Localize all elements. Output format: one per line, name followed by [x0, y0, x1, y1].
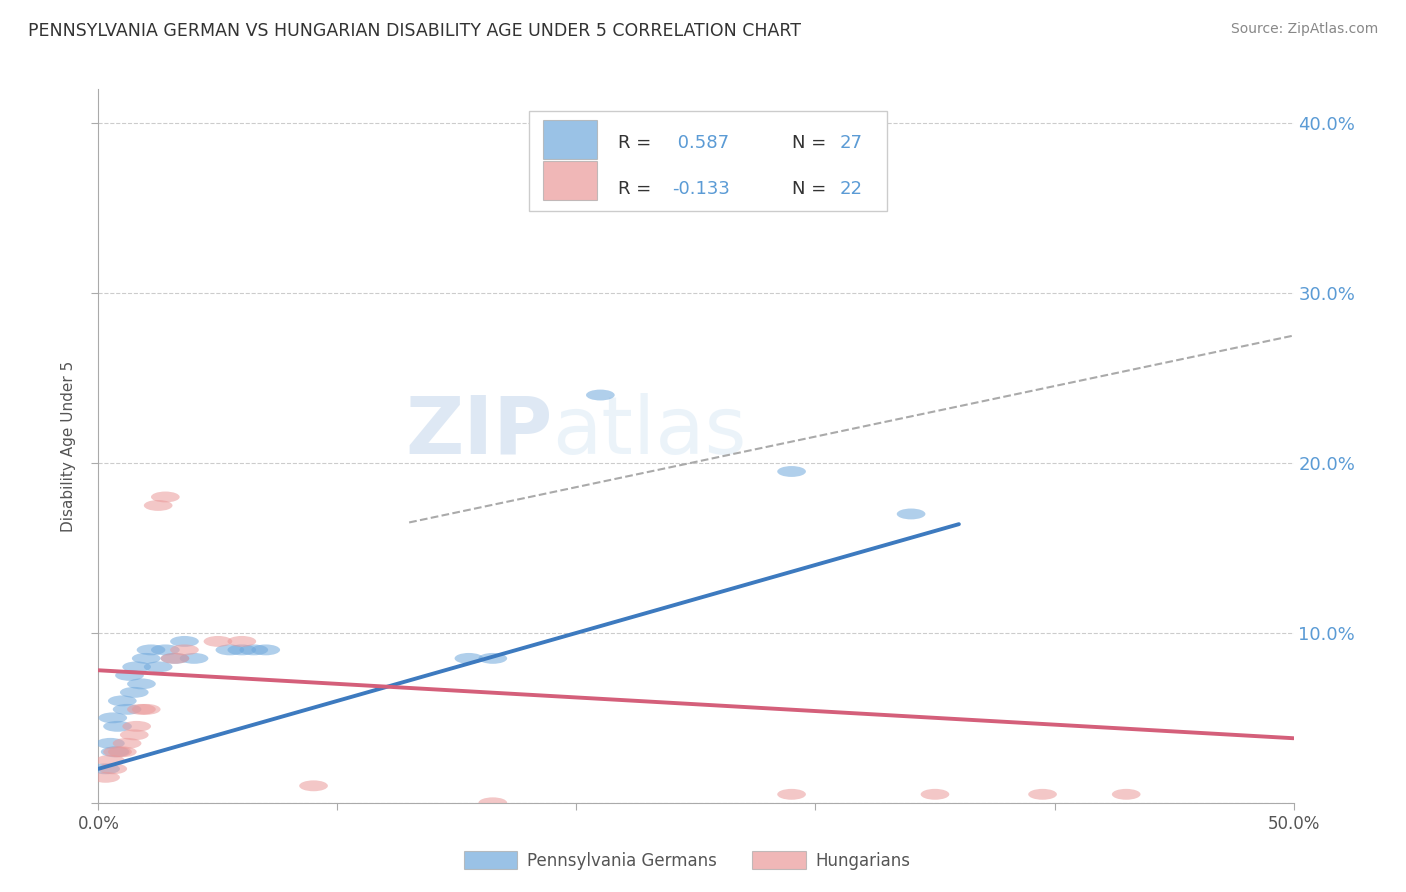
Ellipse shape: [112, 738, 142, 748]
Text: 0.587: 0.587: [672, 134, 730, 152]
Ellipse shape: [91, 764, 120, 774]
Ellipse shape: [170, 644, 198, 656]
FancyBboxPatch shape: [529, 111, 887, 211]
Ellipse shape: [478, 797, 508, 808]
Ellipse shape: [108, 696, 136, 706]
Ellipse shape: [228, 636, 256, 647]
Ellipse shape: [478, 653, 508, 664]
Ellipse shape: [103, 721, 132, 731]
Ellipse shape: [778, 466, 806, 477]
Text: Hungarians: Hungarians: [815, 852, 911, 870]
Ellipse shape: [160, 653, 190, 664]
Ellipse shape: [108, 747, 136, 757]
Ellipse shape: [150, 644, 180, 656]
Ellipse shape: [143, 662, 173, 673]
Text: Pennsylvania Germans: Pennsylvania Germans: [527, 852, 717, 870]
Ellipse shape: [122, 721, 150, 731]
Text: N =: N =: [792, 180, 831, 198]
Ellipse shape: [228, 644, 256, 656]
FancyBboxPatch shape: [543, 120, 596, 159]
Ellipse shape: [132, 704, 160, 714]
Ellipse shape: [96, 738, 125, 748]
Text: ZIP: ZIP: [405, 392, 553, 471]
Ellipse shape: [252, 644, 280, 656]
Text: 22: 22: [839, 180, 862, 198]
Ellipse shape: [215, 644, 245, 656]
Text: R =: R =: [619, 180, 657, 198]
Ellipse shape: [454, 653, 484, 664]
Text: 27: 27: [839, 134, 862, 152]
Ellipse shape: [897, 508, 925, 519]
Ellipse shape: [96, 755, 125, 765]
Ellipse shape: [204, 636, 232, 647]
Ellipse shape: [127, 679, 156, 690]
Text: PENNSYLVANIA GERMAN VS HUNGARIAN DISABILITY AGE UNDER 5 CORRELATION CHART: PENNSYLVANIA GERMAN VS HUNGARIAN DISABIL…: [28, 22, 801, 40]
Text: N =: N =: [792, 134, 831, 152]
Ellipse shape: [180, 653, 208, 664]
Ellipse shape: [299, 780, 328, 791]
Ellipse shape: [115, 670, 143, 681]
FancyBboxPatch shape: [543, 161, 596, 200]
Text: Source: ZipAtlas.com: Source: ZipAtlas.com: [1230, 22, 1378, 37]
Ellipse shape: [143, 500, 173, 511]
Ellipse shape: [101, 747, 129, 757]
Text: atlas: atlas: [553, 392, 747, 471]
Y-axis label: Disability Age Under 5: Disability Age Under 5: [60, 360, 76, 532]
Ellipse shape: [170, 636, 198, 647]
Ellipse shape: [98, 764, 127, 774]
Ellipse shape: [127, 704, 156, 714]
Ellipse shape: [132, 653, 160, 664]
Ellipse shape: [103, 747, 132, 757]
Ellipse shape: [136, 644, 166, 656]
Ellipse shape: [150, 491, 180, 502]
Ellipse shape: [1112, 789, 1140, 800]
Ellipse shape: [98, 713, 127, 723]
Ellipse shape: [122, 662, 150, 673]
Text: R =: R =: [619, 134, 657, 152]
Ellipse shape: [91, 772, 120, 783]
Ellipse shape: [112, 704, 142, 714]
Ellipse shape: [586, 390, 614, 401]
Text: -0.133: -0.133: [672, 180, 730, 198]
Ellipse shape: [239, 644, 269, 656]
Ellipse shape: [160, 653, 190, 664]
Ellipse shape: [120, 687, 149, 698]
Ellipse shape: [120, 730, 149, 740]
Ellipse shape: [778, 789, 806, 800]
Ellipse shape: [921, 789, 949, 800]
Ellipse shape: [1028, 789, 1057, 800]
